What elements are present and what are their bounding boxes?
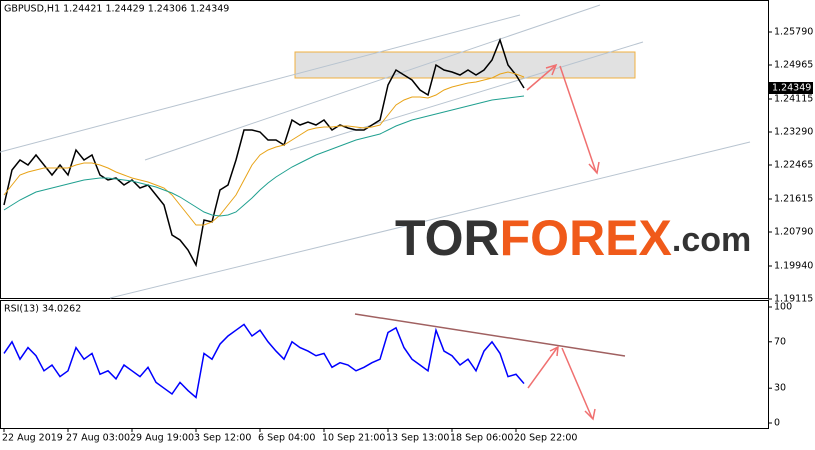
arrow <box>527 347 558 389</box>
rsi-title: RSI(13) 34.0262 <box>4 304 81 315</box>
y-tick-label: 1.19940 <box>774 261 813 272</box>
y-tick-label: 1.21615 <box>774 194 813 205</box>
y-tick-label: 1.25790 <box>774 27 813 38</box>
arrow-head <box>545 63 558 76</box>
series-line <box>3 37 525 268</box>
x-tick-label: 22 Aug 2019 <box>2 433 63 444</box>
x-tick-label: 27 Aug 03:00 <box>66 433 130 444</box>
watermark-forex: FOREX <box>500 210 672 266</box>
y-tick-label: 100 <box>774 302 792 313</box>
channel-line <box>144 4 601 161</box>
arrow-head <box>588 161 600 175</box>
x-tick-label: 10 Sep 21:00 <box>322 433 385 444</box>
y-tick-label: 1.24115 <box>774 94 813 105</box>
y-tick-label: 0 <box>774 418 780 429</box>
arrow <box>526 65 556 91</box>
resistance-zone <box>294 51 636 79</box>
watermark: TORFOREX.com <box>395 210 751 266</box>
channel-line <box>289 41 644 151</box>
series-line <box>3 71 525 226</box>
x-tick-label: 6 Sep 04:00 <box>258 433 315 444</box>
arrow-head <box>584 408 596 421</box>
y-tick-label: 1.24965 <box>774 60 813 71</box>
arrow <box>561 347 593 419</box>
channel-line <box>109 141 751 299</box>
x-tick-label: 20 Sep 22:00 <box>514 433 577 444</box>
arrow <box>559 65 597 173</box>
y-tick-label: 30 <box>774 383 786 394</box>
rsi-trendline <box>354 313 626 357</box>
y-tick-label: 1.23290 <box>774 127 813 138</box>
series-line <box>3 95 525 217</box>
series-line <box>3 323 525 399</box>
watermark-com: .com <box>672 221 751 259</box>
channel-line <box>0 14 521 153</box>
x-tick-label: 18 Sep 06:00 <box>450 433 513 444</box>
y-tick-label: 1.20790 <box>774 227 813 238</box>
header: GBPUSD,H1 1.24421 1.24429 1.24306 1.2434… <box>4 4 229 15</box>
y-tick-label: 1.19115 <box>774 294 813 305</box>
x-tick-label: 29 Aug 19:00 <box>130 433 194 444</box>
x-tick-label: 3 Sep 12:00 <box>194 433 251 444</box>
channel-lines <box>0 4 751 299</box>
current-price-label: 1.24349 <box>772 83 811 94</box>
y-tick-label: 1.22465 <box>774 160 813 171</box>
rsi-panel <box>0 300 769 429</box>
forecast-arrows <box>354 63 626 421</box>
y-tick-label: 70 <box>774 336 786 347</box>
price-panel <box>0 0 769 299</box>
x-tick-label: 13 Sep 13:00 <box>386 433 449 444</box>
watermark-tor: TOR <box>395 210 500 266</box>
arrow-head <box>549 345 559 357</box>
current-price-box <box>769 82 813 94</box>
